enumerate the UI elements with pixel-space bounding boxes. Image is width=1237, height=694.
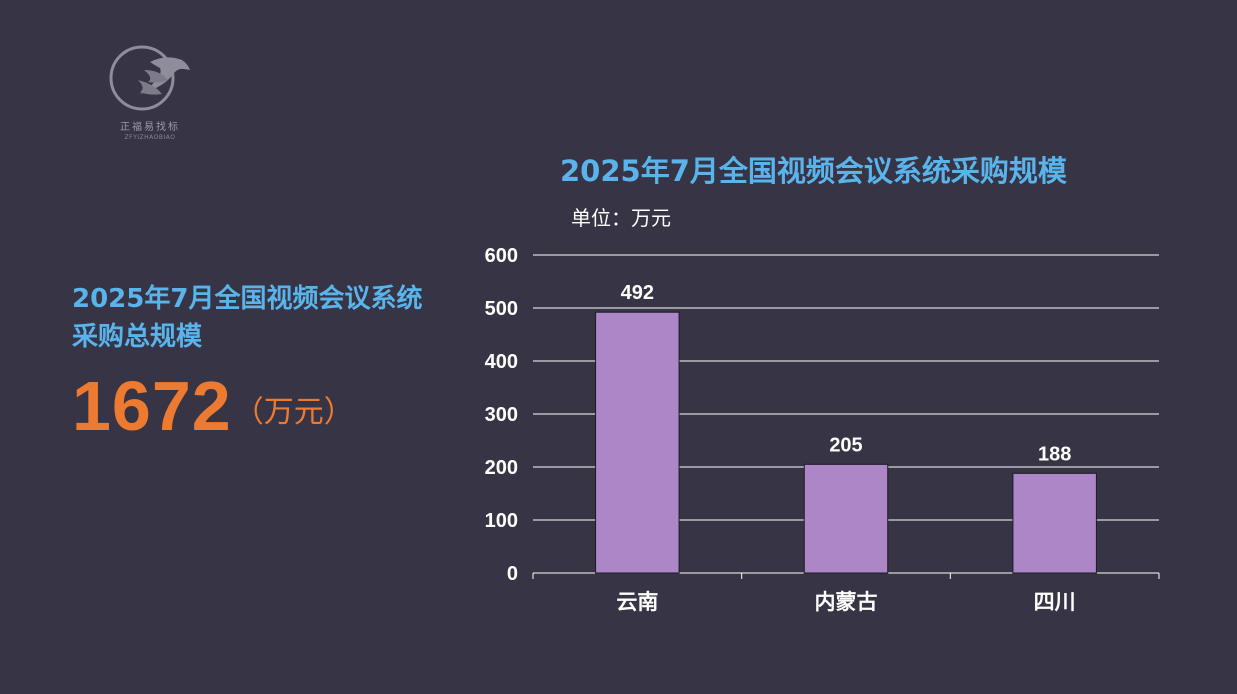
bar — [803, 463, 889, 574]
summary-title: 2025年7月全国视频会议系统采购总规模 — [72, 284, 423, 352]
logo-subtitle: ZFYIZHAOBIAO — [124, 134, 176, 141]
data-label: 205 — [829, 434, 862, 456]
bar — [595, 311, 680, 574]
category-label: 云南 — [616, 590, 658, 614]
logo-name: 正福易找标 — [120, 122, 180, 133]
y-tick-label: 400 — [485, 351, 518, 373]
total-row: 1672（万元） — [72, 366, 354, 446]
unit-label: 单位：万元 — [571, 206, 671, 230]
y-tick-label: 600 — [485, 245, 518, 267]
total-unit: （万元） — [233, 395, 354, 430]
eagle-logo-icon — [109, 45, 190, 111]
y-tick-label: 500 — [485, 298, 518, 320]
chart-title: 2025年7月全国视频会议系统采购规模 — [560, 154, 1067, 188]
bar — [1012, 472, 1097, 574]
category-label: 内蒙古 — [815, 590, 878, 614]
y-tick-label: 200 — [485, 457, 518, 479]
y-tick-label: 100 — [485, 510, 518, 532]
y-tick-label: 300 — [485, 404, 518, 426]
data-label: 188 — [1038, 443, 1071, 465]
data-label: 492 — [621, 282, 654, 304]
y-tick-label: 0 — [507, 563, 518, 585]
category-label: 四川 — [1034, 590, 1076, 614]
logo: 正福易找标 ZFYIZHAOBIAO — [104, 40, 200, 150]
total-value: 1672 — [72, 367, 232, 445]
